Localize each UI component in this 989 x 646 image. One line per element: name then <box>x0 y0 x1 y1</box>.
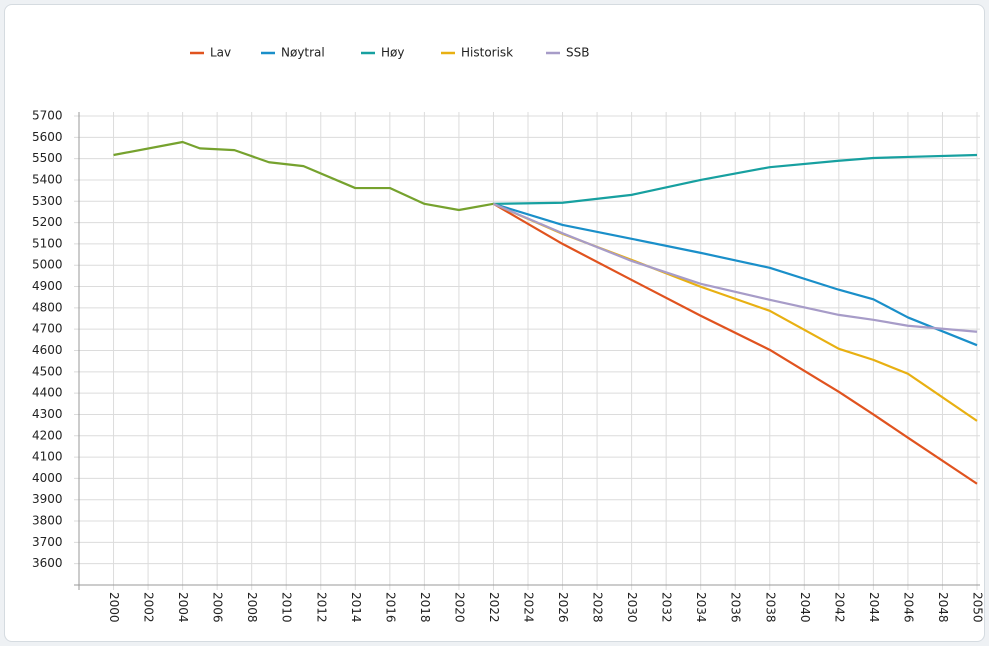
y-tick-label: 5200 <box>32 215 63 229</box>
legend-label: Historisk <box>461 46 513 60</box>
x-tick-label: 2032 <box>660 592 674 623</box>
y-tick-label: 4800 <box>32 300 63 314</box>
series-line <box>113 140 494 212</box>
x-tick-label: 2002 <box>142 592 156 623</box>
y-tick-label: 4100 <box>32 450 63 464</box>
y-tick-label: 4500 <box>32 364 63 378</box>
x-tick-label: 2028 <box>591 592 605 623</box>
series-line <box>493 202 978 333</box>
x-tick-label: 2046 <box>901 592 915 623</box>
y-tick-label: 4300 <box>32 407 63 421</box>
series-line <box>492 202 978 485</box>
legend-label: SSB <box>566 46 589 60</box>
y-tick-label: 3900 <box>32 492 63 506</box>
x-tick-label: 2026 <box>556 592 570 623</box>
x-tick-label: 2042 <box>832 592 846 623</box>
x-tick-label: 2030 <box>625 592 639 623</box>
y-tick-label: 5600 <box>32 130 63 144</box>
x-tick-label: 2020 <box>452 592 466 623</box>
y-tick-label: 5100 <box>32 236 63 250</box>
y-tick-label: 4200 <box>32 428 63 442</box>
series-line <box>493 202 978 347</box>
y-tick-label: 4600 <box>32 343 63 357</box>
y-tick-label: 3600 <box>32 556 63 570</box>
y-tick-label: 4400 <box>32 386 63 400</box>
x-tick-label: 2044 <box>867 592 881 623</box>
y-tick-label: 4900 <box>32 279 63 293</box>
y-tick-label: 4700 <box>32 322 63 336</box>
series-line <box>493 153 978 205</box>
x-tick-label: 2004 <box>176 592 190 623</box>
legend-label: Lav <box>210 46 231 60</box>
x-tick-label: 2034 <box>694 592 708 623</box>
y-tick-label: 4000 <box>32 471 63 485</box>
x-tick-label: 2008 <box>245 592 259 623</box>
x-tick-label: 2012 <box>314 592 328 623</box>
y-tick-label: 3700 <box>32 535 63 549</box>
y-tick-label: 3800 <box>32 514 63 528</box>
legend-label: Høy <box>381 46 404 60</box>
x-tick-label: 2050 <box>971 592 985 623</box>
legend-label: Nøytral <box>281 46 325 60</box>
x-tick-label: 2036 <box>729 592 743 623</box>
x-tick-label: 2014 <box>349 592 363 623</box>
x-tick-label: 2000 <box>107 592 121 623</box>
y-tick-label: 5400 <box>32 172 63 186</box>
y-tick-label: 5500 <box>32 151 63 165</box>
x-tick-label: 2048 <box>936 592 950 623</box>
x-tick-label: 2006 <box>211 592 225 623</box>
card <box>4 4 985 642</box>
x-tick-label: 2038 <box>763 592 777 623</box>
x-tick-label: 2016 <box>383 592 397 623</box>
y-tick-label: 5700 <box>32 109 63 123</box>
x-tick-label: 2040 <box>798 592 812 623</box>
y-tick-label: 5300 <box>32 194 63 208</box>
y-tick-label: 5000 <box>32 258 63 272</box>
x-tick-label: 2018 <box>418 592 432 623</box>
x-tick-label: 2024 <box>522 592 536 623</box>
x-tick-label: 2010 <box>280 592 294 623</box>
x-tick-label: 2022 <box>487 592 501 623</box>
